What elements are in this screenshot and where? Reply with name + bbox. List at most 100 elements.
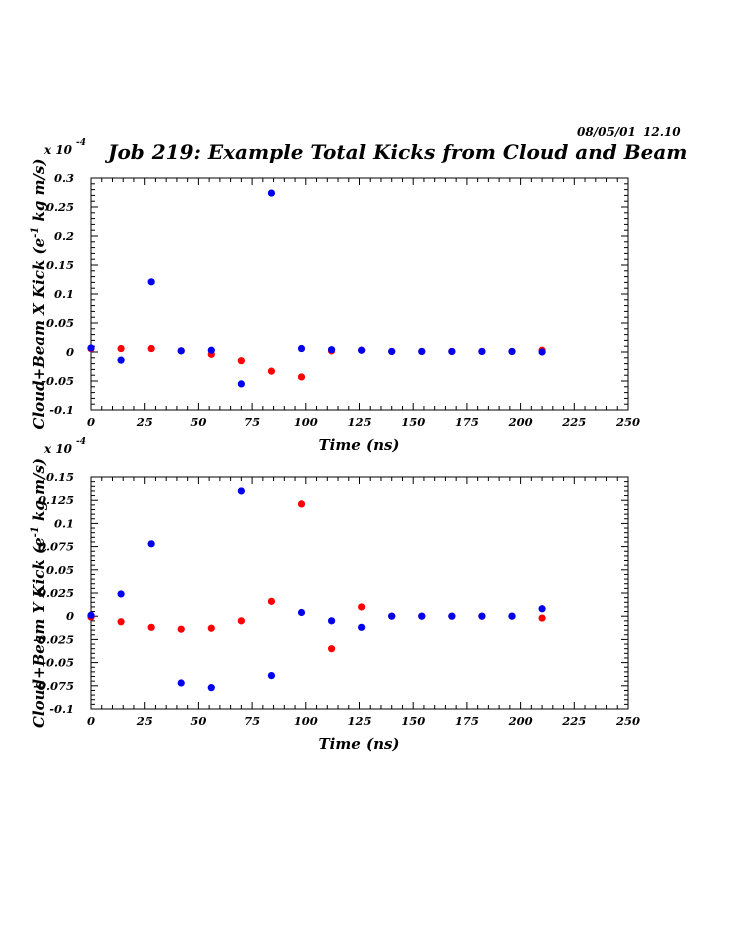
blue-data-point bbox=[177, 679, 185, 687]
y-tick-label: 0.15 bbox=[46, 470, 74, 484]
blue-data-point bbox=[388, 347, 396, 356]
y-tick-label: 0 bbox=[66, 345, 74, 359]
y-multiplier: x 10 -4 bbox=[43, 138, 86, 157]
y-tick-label: 0.3 bbox=[54, 171, 74, 185]
blue-data-point bbox=[327, 617, 336, 625]
y-multiplier-base: x 10 bbox=[43, 143, 73, 157]
y-tick-label: 0.05 bbox=[46, 563, 74, 577]
y-multiplier-exponent: -4 bbox=[76, 138, 86, 148]
blue-data-point bbox=[87, 611, 95, 619]
y-multiplier: x 10 -4 bbox=[43, 437, 86, 456]
red-data-point bbox=[147, 623, 155, 631]
x-kick-plot: 0 25 50 75 100 125 150 175 200 225 250 -0.1 -0.05 0 0.… bbox=[30, 138, 640, 454]
x-tick-label: 250 bbox=[615, 714, 640, 728]
red-data-point bbox=[538, 614, 546, 622]
y-tick-label: -0.05 bbox=[41, 656, 74, 670]
blue-data-point bbox=[117, 590, 125, 598]
blue-data-point bbox=[147, 540, 155, 548]
blue-data-point bbox=[87, 344, 95, 352]
x-tick-label: 75 bbox=[244, 415, 260, 429]
x-tick-label: 125 bbox=[347, 415, 371, 429]
red-data-point bbox=[327, 645, 336, 653]
date-stamp: 08/05/01 bbox=[577, 125, 636, 139]
y-axis-title-part: kg m/s) bbox=[30, 458, 48, 526]
red-data-point bbox=[267, 367, 276, 375]
x-axis-title: Time (ns) bbox=[318, 436, 399, 454]
blue-data-point bbox=[177, 347, 185, 355]
x-tick-label: 225 bbox=[561, 415, 586, 429]
y-tick-label: 0.2 bbox=[54, 229, 74, 243]
y-tick-label: -0.05 bbox=[41, 374, 74, 388]
x-tick-label: 150 bbox=[401, 415, 425, 429]
red-data-point bbox=[117, 344, 125, 353]
x-tick-label: 150 bbox=[401, 714, 425, 728]
x-tick-label: 200 bbox=[508, 415, 533, 429]
y-multiplier-base: x 10 bbox=[43, 442, 73, 456]
blue-data-point bbox=[388, 612, 396, 620]
red-data-point bbox=[207, 624, 215, 632]
blue-data-point bbox=[538, 605, 546, 613]
y-tick-label: 0.1 bbox=[54, 516, 74, 530]
red-data-point bbox=[297, 373, 306, 381]
y-tick-label: 0.075 bbox=[38, 540, 74, 554]
x-tick-label: 25 bbox=[136, 714, 153, 728]
blue-data-point bbox=[358, 346, 366, 354]
red-data-point bbox=[147, 344, 155, 353]
blue-data-point bbox=[207, 346, 215, 354]
x-tick-label: 75 bbox=[244, 714, 260, 728]
x-tick-label: 175 bbox=[455, 415, 479, 429]
y-tick-label: 0.125 bbox=[38, 493, 74, 507]
y-axis-title: Cloud+Beam Y Kick (e-1 kg m/s) bbox=[30, 458, 48, 728]
y-tick-label: 0.025 bbox=[38, 586, 74, 600]
x-axis-title: Time (ns) bbox=[318, 735, 399, 753]
plot-frame bbox=[90, 177, 629, 411]
blue-data-point bbox=[538, 348, 546, 356]
blue-data-point bbox=[267, 189, 276, 197]
x-tick-label: 175 bbox=[455, 714, 479, 728]
red-data-point bbox=[237, 617, 245, 625]
y-axis-title-part: Cloud+Beam X Kick (e bbox=[30, 238, 48, 430]
red-data-point bbox=[117, 618, 125, 626]
blue-data-point bbox=[508, 347, 516, 356]
y-axis-title-superscript: -1 bbox=[30, 526, 41, 537]
x-tick-label: 100 bbox=[294, 415, 318, 429]
y-tick-label: 0.1 bbox=[54, 287, 74, 301]
x-tick-label: 200 bbox=[508, 714, 533, 728]
blue-data-point bbox=[448, 347, 456, 356]
blue-data-point bbox=[237, 380, 245, 388]
blue-data-point bbox=[418, 347, 426, 356]
x-tick-label: 0 bbox=[87, 415, 95, 429]
y-tick-label: 0.05 bbox=[46, 316, 74, 330]
y-axis-title: Cloud+Beam X Kick (e-1 kg m/s) bbox=[30, 159, 48, 430]
y-axis-title-superscript: -1 bbox=[30, 227, 41, 238]
plot-frame bbox=[90, 476, 629, 710]
blue-data-point bbox=[297, 344, 306, 353]
blue-data-point bbox=[267, 671, 276, 680]
blue-data-point bbox=[207, 684, 215, 692]
y-tick-label: -0.075 bbox=[33, 679, 74, 693]
x-tick-label: 225 bbox=[561, 714, 586, 728]
red-data-point bbox=[358, 603, 366, 611]
y-tick-label: -0.1 bbox=[49, 702, 74, 716]
blue-data-point bbox=[418, 612, 426, 620]
red-data-point bbox=[237, 357, 245, 365]
blue-data-point bbox=[147, 278, 155, 286]
y-axis-title-part: kg m/s) bbox=[30, 159, 48, 227]
y-axis-title-part: Cloud+Beam Y Kick (e bbox=[30, 537, 48, 728]
blue-data-point bbox=[117, 356, 125, 364]
x-tick-label: 250 bbox=[615, 415, 640, 429]
x-tick-label: 25 bbox=[136, 415, 153, 429]
blue-data-point bbox=[478, 612, 486, 620]
blue-data-point bbox=[448, 612, 456, 620]
blue-data-point bbox=[508, 612, 516, 620]
x-tick-label: 0 bbox=[87, 714, 95, 728]
blue-data-point bbox=[478, 347, 486, 356]
x-tick-label: 125 bbox=[347, 714, 371, 728]
blue-data-point bbox=[297, 608, 306, 617]
x-tick-label: 50 bbox=[190, 415, 206, 429]
blue-data-point bbox=[358, 623, 366, 631]
blue-data-point bbox=[237, 487, 245, 495]
red-data-point bbox=[267, 597, 276, 605]
red-data-point bbox=[297, 500, 306, 508]
